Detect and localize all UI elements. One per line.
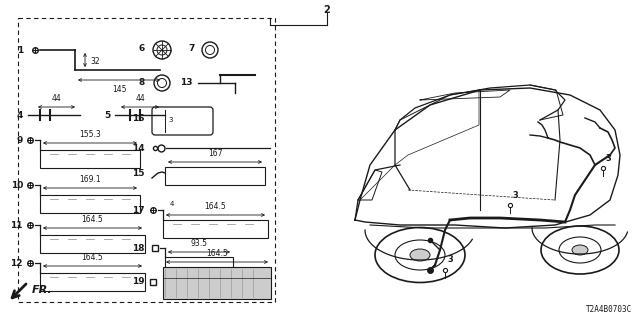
Bar (163, 267, 271, 299)
Text: 44: 44 (135, 94, 145, 103)
Text: 6: 6 (139, 44, 145, 52)
Text: 3: 3 (512, 190, 518, 199)
Text: 19: 19 (132, 277, 145, 286)
Bar (40, 195, 140, 213)
Text: 12: 12 (10, 259, 23, 268)
Bar (40, 150, 140, 168)
Text: 164.5: 164.5 (82, 215, 104, 224)
Text: 16: 16 (132, 114, 145, 123)
Text: 9: 9 (17, 135, 23, 145)
Bar (165, 167, 265, 185)
Text: 1: 1 (17, 45, 23, 54)
Text: 13: 13 (180, 77, 193, 86)
Text: 155.3: 155.3 (79, 130, 101, 139)
Text: 3: 3 (447, 255, 453, 265)
Ellipse shape (572, 245, 588, 255)
Text: 5: 5 (104, 110, 110, 119)
Text: 11: 11 (10, 220, 23, 229)
Bar (18, 18, 275, 302)
Text: FR.: FR. (32, 285, 52, 295)
Text: 32: 32 (90, 57, 100, 66)
Bar (40, 235, 145, 253)
Text: 14: 14 (132, 143, 145, 153)
Text: 93.5: 93.5 (191, 239, 207, 248)
Bar (165, 257, 233, 271)
Text: 2: 2 (324, 5, 330, 15)
Text: 164.5: 164.5 (204, 202, 226, 211)
Text: 17: 17 (132, 205, 145, 214)
Text: 164.5: 164.5 (206, 249, 228, 258)
Bar (163, 220, 268, 238)
Text: 167: 167 (208, 149, 222, 158)
Text: 15: 15 (132, 169, 145, 178)
Ellipse shape (410, 249, 430, 261)
Text: 8: 8 (139, 77, 145, 86)
Bar (40, 273, 145, 291)
Text: T2A4B0703C: T2A4B0703C (586, 305, 632, 314)
Text: 169.1: 169.1 (79, 175, 101, 184)
Text: 3: 3 (605, 154, 611, 163)
Text: 145: 145 (112, 85, 126, 94)
Text: 18: 18 (132, 244, 145, 252)
Text: 4: 4 (17, 110, 23, 119)
Text: 10: 10 (11, 180, 23, 189)
Text: 164.5: 164.5 (82, 253, 104, 262)
Text: 4: 4 (170, 201, 174, 207)
Text: 44: 44 (51, 94, 61, 103)
Text: 3: 3 (168, 117, 173, 123)
Text: 7: 7 (189, 44, 195, 52)
